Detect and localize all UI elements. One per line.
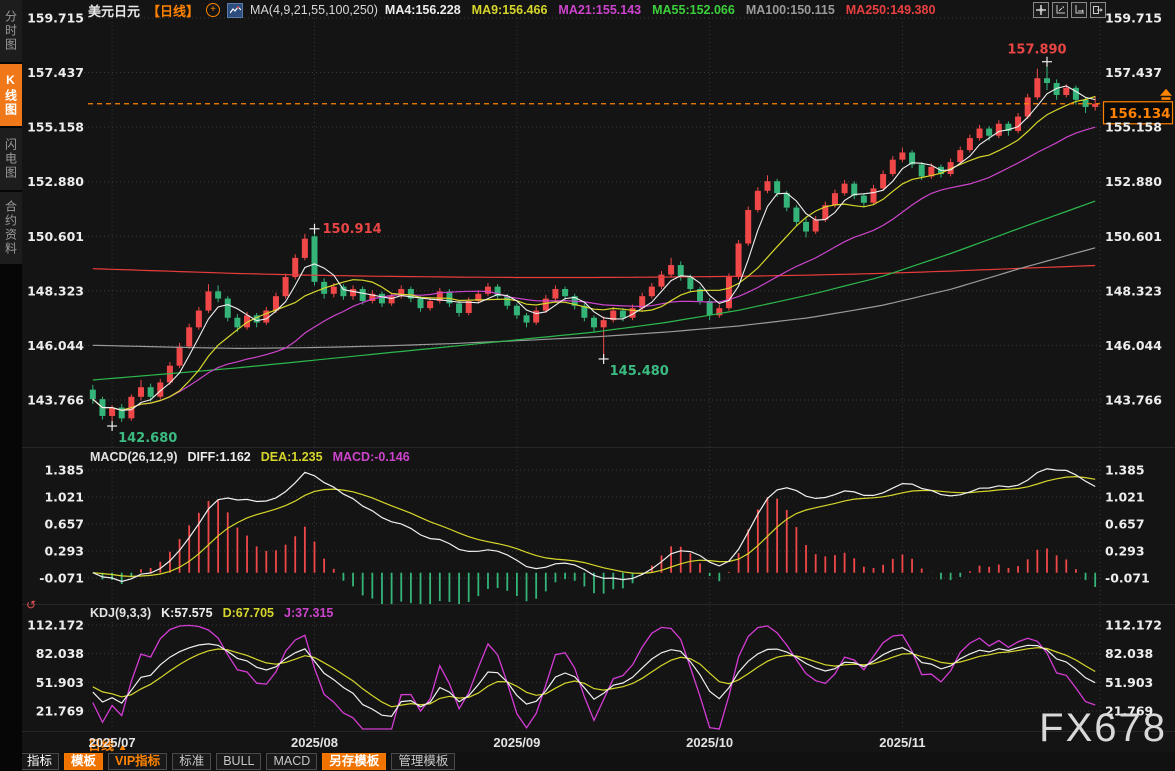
svg-text:143.766: 143.766 [27,393,84,408]
ma-value-label: MA250:149.380 [845,3,936,17]
toolbar-tab-标准[interactable]: 标准 [172,753,212,770]
svg-text:159.715: 159.715 [1105,11,1162,26]
panel-settings-icon[interactable]: ↺ [26,598,37,612]
indicator-value: J:37.315 [284,606,334,620]
ma-value-label: MA55:152.066 [652,3,735,17]
svg-text:0.657: 0.657 [1105,517,1145,532]
svg-text:155.158: 155.158 [27,120,84,135]
date-label: 2025/10 [686,735,734,750]
indicator-value: K:57.575 [161,606,213,620]
ma-value-label: MA4:156.228 [384,3,461,17]
toolbar-tab-BULL[interactable]: BULL [216,753,262,770]
svg-text:150.601: 150.601 [27,229,84,244]
chart-toolbar-icons [1033,2,1106,18]
date-label: 2025/07 [88,735,136,750]
toolbar-tab-模板[interactable]: 模板 [64,753,104,770]
date-label: 2025/08 [290,735,338,750]
svg-text:145.480: 145.480 [610,364,669,379]
toolbar-tab-VIP指标[interactable]: VIP指标 [108,753,168,770]
svg-text:0.657: 0.657 [44,517,84,532]
svg-text:51.903: 51.903 [1105,675,1153,690]
chart-header: 美元日元 【日线】 + MA(4,9,21,55,100,250) MA4:15… [88,2,936,19]
ma-value-label: MA21:155.143 [558,3,642,17]
chart-type-icon[interactable] [227,2,244,18]
sidebar-tab-闪电图[interactable]: 闪电图 [0,128,22,190]
date-label: 2025/09 [493,735,541,750]
indicator-title: MACD(26,12,9) [90,450,178,464]
watermark: FX678 [1039,706,1167,750]
kdj-header: KDJ(9,3,3) K:57.575 D:67.705 J:37.315 [90,606,333,620]
ma-value-label: MA100:150.115 [745,3,835,17]
ma-values: MA4:156.228 MA9:156.466 MA21:155.143 MA55:1… [385,3,936,17]
svg-text:-0.071: -0.071 [1105,571,1150,586]
indicator-value: DIFF:1.162 [187,450,251,464]
svg-text:82.038: 82.038 [1105,646,1153,661]
svg-text:1.385: 1.385 [1105,463,1145,478]
collapse-icon: ▲ [117,742,128,753]
time-axis: 日线 ▲ 2025/07 2025/08 2025/09 2025/10 2025/11 [0,731,1175,753]
svg-text:143.766: 143.766 [1105,393,1162,408]
toolbar-tab-指标[interactable]: 指标 [20,753,60,770]
period-label-text: 日线 [88,738,115,753]
svg-text:0.293: 0.293 [1105,544,1145,559]
svg-text:157.437: 157.437 [27,65,84,80]
time-axis-icon[interactable] [1071,2,1087,18]
svg-text:152.880: 152.880 [27,174,84,189]
svg-text:150.601: 150.601 [1105,229,1162,244]
price-axis-icon[interactable] [1052,2,1068,18]
svg-text:148.323: 148.323 [27,283,84,298]
toolbar-tab-管理模板[interactable]: 管理模板 [391,753,456,770]
svg-text:155.158: 155.158 [1105,120,1162,135]
move-tool-icon[interactable] [1033,2,1049,18]
sidebar: 分时图 K线图 闪电图 合约资料 [0,0,22,771]
svg-text:159.715: 159.715 [27,11,84,26]
ma-settings-label: MA(4,9,21,55,100,250) [250,3,378,17]
svg-text:1.385: 1.385 [44,463,84,478]
svg-text:156.134: 156.134 [1109,106,1171,122]
svg-text:146.044: 146.044 [27,338,84,353]
svg-text:21.769: 21.769 [1105,704,1153,719]
svg-text:157.890: 157.890 [1007,43,1066,58]
svg-text:157.437: 157.437 [1105,65,1162,80]
indicator-value: DEA:1.235 [260,450,323,464]
svg-text:0.293: 0.293 [44,544,84,559]
sidebar-tab-合约资料[interactable]: 合约资料 [0,192,22,264]
svg-text:142.680: 142.680 [118,431,177,446]
svg-text:-0.071: -0.071 [39,571,84,586]
svg-text:148.323: 148.323 [1105,283,1162,298]
svg-text:1.021: 1.021 [44,490,84,505]
indicator-value: MACD:-0.146 [332,450,410,464]
svg-text:146.044: 146.044 [1105,338,1162,353]
macd-header: MACD(26,12,9) DIFF:1.162 DEA:1.235 MACD:-0.… [90,450,410,464]
svg-text:112.172: 112.172 [27,618,84,633]
svg-text:150.914: 150.914 [322,222,381,237]
svg-text:51.903: 51.903 [36,675,84,690]
sidebar-tab-K线图[interactable]: K线图 [0,64,22,126]
detach-window-icon[interactable] [1090,2,1106,18]
svg-text:1.021: 1.021 [1105,490,1145,505]
add-indicator-icon[interactable]: + [206,3,221,17]
indicator-value: D:67.705 [222,606,275,620]
period-selector[interactable]: 【日线】 [147,3,200,19]
svg-text:152.880: 152.880 [1105,174,1162,189]
candlestick-chart[interactable]: 156.134 159.715 159.715 157.437 157.437 155.1… [22,0,1175,731]
symbol-name: 美元日元 [88,3,141,19]
date-label: 2025/11 [879,735,926,750]
toolbar-tab-MACD[interactable]: MACD [266,753,318,770]
bottom-toolbar: 指标 模板 VIP指标 标准 BULL MACD 另存模板 管理模板 [0,752,1175,771]
ma-value-label: MA9:156.466 [471,3,548,17]
svg-text:112.172: 112.172 [1105,618,1162,633]
svg-text:21.769: 21.769 [36,704,84,719]
indicator-title: KDJ(9,3,3) [90,606,152,620]
toolbar-tab-另存模板[interactable]: 另存模板 [322,753,387,770]
svg-text:82.038: 82.038 [36,646,84,661]
period-label[interactable]: 日线 ▲ [88,735,128,754]
sidebar-tab-分时图[interactable]: 分时图 [0,0,22,62]
